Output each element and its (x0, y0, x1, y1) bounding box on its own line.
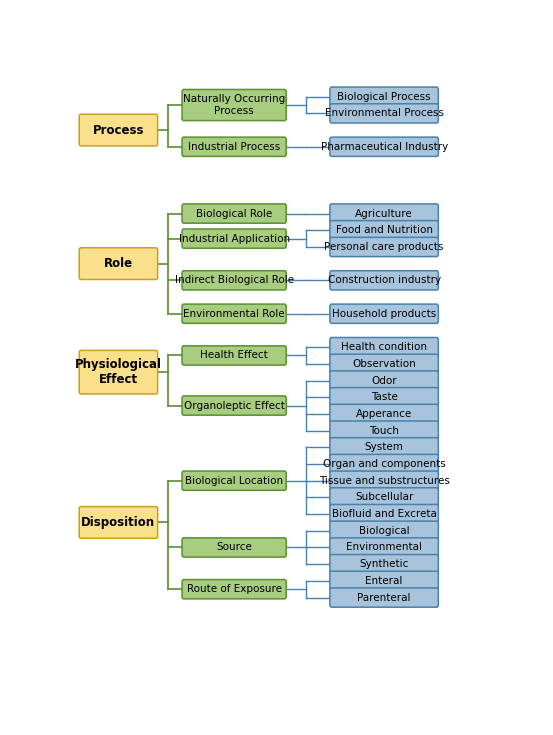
Text: Subcellular: Subcellular (355, 492, 413, 503)
Text: Biological Location: Biological Location (185, 476, 283, 486)
Text: Industrial Process: Industrial Process (188, 142, 280, 151)
Text: Health condition: Health condition (341, 342, 427, 352)
FancyBboxPatch shape (330, 437, 439, 457)
Text: Tissue and substructures: Tissue and substructures (319, 476, 450, 486)
Text: Enteral: Enteral (366, 576, 403, 586)
Text: Touch: Touch (369, 426, 399, 436)
Text: Agriculture: Agriculture (355, 209, 413, 218)
Text: Health Effect: Health Effect (200, 351, 268, 360)
Text: Organoleptic Effect: Organoleptic Effect (184, 401, 285, 411)
FancyBboxPatch shape (330, 571, 439, 590)
FancyBboxPatch shape (182, 229, 286, 248)
Text: Biological Role: Biological Role (196, 209, 272, 218)
FancyBboxPatch shape (330, 521, 439, 540)
FancyBboxPatch shape (79, 351, 158, 394)
FancyBboxPatch shape (330, 471, 439, 490)
FancyBboxPatch shape (330, 421, 439, 440)
FancyBboxPatch shape (182, 538, 286, 557)
Text: Naturally Occurring
Process: Naturally Occurring Process (183, 94, 285, 116)
FancyBboxPatch shape (182, 580, 286, 599)
Text: Pharmaceutical Industry: Pharmaceutical Industry (321, 142, 448, 151)
Text: Apperance: Apperance (356, 409, 412, 419)
Text: Process: Process (93, 123, 144, 137)
FancyBboxPatch shape (330, 504, 439, 524)
Text: Disposition: Disposition (81, 516, 155, 529)
FancyBboxPatch shape (182, 304, 286, 323)
Text: Indirect Biological Role: Indirect Biological Role (175, 276, 294, 285)
FancyBboxPatch shape (182, 204, 286, 223)
Text: Environmental: Environmental (346, 542, 422, 553)
Text: Role: Role (104, 257, 133, 270)
Text: Odor: Odor (371, 376, 397, 386)
Text: System: System (364, 442, 404, 452)
FancyBboxPatch shape (330, 270, 439, 290)
FancyBboxPatch shape (330, 337, 439, 356)
FancyBboxPatch shape (330, 104, 439, 123)
FancyBboxPatch shape (330, 387, 439, 407)
Text: Source: Source (216, 542, 252, 553)
Text: Observation: Observation (352, 359, 416, 369)
FancyBboxPatch shape (182, 270, 286, 290)
FancyBboxPatch shape (182, 137, 286, 157)
FancyBboxPatch shape (330, 371, 439, 390)
FancyBboxPatch shape (330, 304, 439, 323)
Text: Environmental Role: Environmental Role (183, 309, 285, 319)
FancyBboxPatch shape (182, 396, 286, 415)
Text: Physiological
Effect: Physiological Effect (75, 358, 162, 386)
FancyBboxPatch shape (330, 538, 439, 557)
Text: Household products: Household products (332, 309, 436, 319)
FancyBboxPatch shape (79, 114, 158, 146)
FancyBboxPatch shape (330, 488, 439, 507)
FancyBboxPatch shape (330, 87, 439, 107)
Text: Biological Process: Biological Process (337, 92, 431, 101)
FancyBboxPatch shape (79, 248, 158, 279)
FancyBboxPatch shape (182, 90, 286, 121)
FancyBboxPatch shape (330, 354, 439, 373)
FancyBboxPatch shape (79, 506, 158, 538)
FancyBboxPatch shape (330, 404, 439, 423)
Text: Environmental Process: Environmental Process (325, 108, 444, 118)
FancyBboxPatch shape (182, 471, 286, 490)
Text: Construction industry: Construction industry (327, 276, 441, 285)
FancyBboxPatch shape (330, 220, 439, 240)
FancyBboxPatch shape (330, 554, 439, 574)
FancyBboxPatch shape (330, 588, 439, 607)
FancyBboxPatch shape (330, 204, 439, 223)
Text: Biological: Biological (359, 526, 409, 536)
Text: Industrial Application: Industrial Application (179, 234, 290, 243)
FancyBboxPatch shape (330, 137, 439, 157)
FancyBboxPatch shape (182, 346, 286, 365)
Text: Biofluid and Excreta: Biofluid and Excreta (332, 509, 436, 519)
Text: Organ and components: Organ and components (323, 459, 446, 469)
Text: Parenteral: Parenteral (357, 592, 411, 603)
Text: Taste: Taste (371, 392, 398, 402)
Text: Food and Nutrition: Food and Nutrition (336, 225, 432, 235)
Text: Personal care products: Personal care products (325, 242, 444, 252)
FancyBboxPatch shape (330, 237, 439, 257)
Text: Route of Exposure: Route of Exposure (186, 584, 281, 594)
FancyBboxPatch shape (330, 454, 439, 473)
Text: Synthetic: Synthetic (359, 559, 409, 569)
